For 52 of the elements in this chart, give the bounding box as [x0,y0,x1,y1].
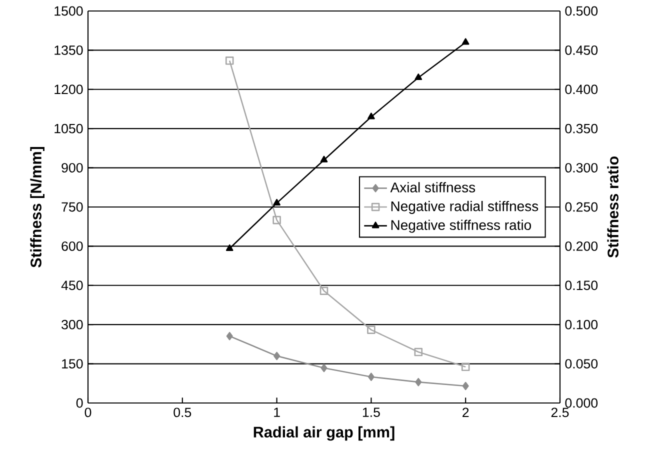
y2-tick-label: 0.300 [565,163,598,173]
y2-tick-label: 0.100 [565,320,598,330]
y2-tick-label: 0.500 [565,6,598,16]
x-tick-label: 2 [462,408,469,418]
point [368,112,375,120]
y2-tick-label: 0.250 [565,202,598,212]
y-tick-label: 1350 [54,46,83,56]
y-tick-label: 1200 [54,84,83,94]
point [273,199,280,206]
point [462,382,469,390]
x-tick-label: 1 [274,408,280,418]
point [320,286,328,296]
y2-axis-title: Stiffness ratio [607,156,618,258]
y-tick-label: 150 [62,359,83,369]
point [367,326,376,334]
y-tick-label: 600 [62,242,83,252]
point [226,332,233,340]
x-axis-title: Radial air gap [mm] [254,426,394,441]
y-tick-label: 1500 [54,6,83,16]
y2-tick-label: 0.400 [565,84,598,94]
y-tick-label: 0 [76,398,83,408]
point [414,348,423,356]
y-tick-label: 450 [61,280,83,290]
legend-label: Negative radial stiffness [391,201,538,214]
point [225,56,234,65]
y2-tick-label: 0.150 [565,280,598,290]
y2-tick-label: 0.050 [565,359,598,369]
y2-tick-label: 0.000 [565,398,598,408]
point [320,364,328,372]
point [226,244,234,252]
x-tick-label: 0 [84,408,92,418]
y-tick-label: 750 [62,202,83,212]
x-tick-label: 0.5 [174,408,192,418]
point [414,74,422,80]
y-axis-title: Stiffness [N/mm] [30,147,44,268]
point [415,378,422,386]
point [461,362,470,372]
point [272,216,281,224]
point [462,38,470,45]
x-tick-label: 2.5 [551,408,569,418]
x-tick-label: 1.5 [362,408,380,418]
y-tick-label: 900 [62,163,83,173]
y-tick-label: 300 [62,320,83,330]
legend-label: Axial stiffness [390,182,476,193]
y2-tick-label: 0.200 [565,242,598,252]
legend-label: Negative stiffness ratio [391,220,532,233]
point [320,156,328,163]
y2-tick-label: 0.450 [565,46,598,56]
point [274,352,280,360]
y2-tick-label: 0.350 [565,124,598,134]
y-tick-label: 1050 [54,124,83,134]
point [368,372,374,382]
